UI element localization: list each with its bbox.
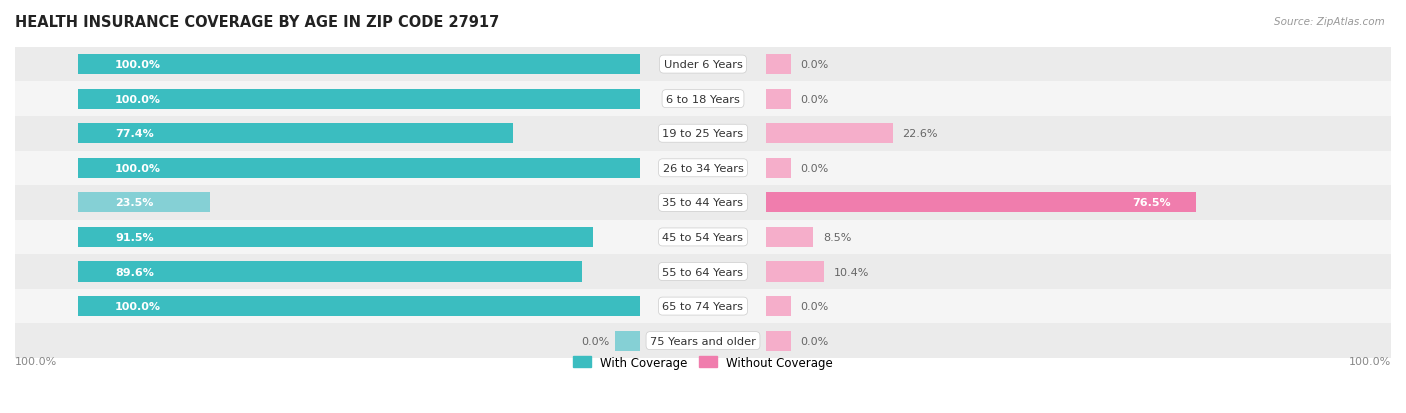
Text: Source: ZipAtlas.com: Source: ZipAtlas.com — [1274, 17, 1385, 26]
Bar — [15, 47, 1391, 82]
Text: 6 to 18 Years: 6 to 18 Years — [666, 95, 740, 104]
Bar — [15, 289, 1391, 323]
Text: 10.4%: 10.4% — [834, 267, 869, 277]
Bar — [15, 82, 1391, 116]
Bar — [77, 193, 209, 213]
Bar — [616, 331, 641, 351]
Text: Under 6 Years: Under 6 Years — [664, 60, 742, 70]
Text: 35 to 44 Years: 35 to 44 Years — [662, 198, 744, 208]
Bar — [77, 124, 513, 144]
Text: 100.0%: 100.0% — [115, 301, 162, 311]
Text: 8.5%: 8.5% — [823, 233, 851, 242]
Text: 77.4%: 77.4% — [115, 129, 153, 139]
Bar — [765, 193, 1197, 213]
Bar — [15, 323, 1391, 358]
Bar — [15, 116, 1391, 151]
Bar — [77, 55, 641, 75]
Legend: With Coverage, Without Coverage: With Coverage, Without Coverage — [568, 351, 838, 373]
Bar — [15, 220, 1391, 254]
Bar — [765, 262, 824, 282]
Bar — [765, 159, 790, 178]
Bar — [765, 297, 790, 316]
Text: 100.0%: 100.0% — [115, 60, 162, 70]
Bar — [765, 331, 790, 351]
Bar — [765, 124, 893, 144]
Text: 0.0%: 0.0% — [800, 95, 828, 104]
Text: 75 Years and older: 75 Years and older — [650, 336, 756, 346]
Text: 65 to 74 Years: 65 to 74 Years — [662, 301, 744, 311]
Text: 23.5%: 23.5% — [115, 198, 153, 208]
Text: 100.0%: 100.0% — [15, 356, 58, 366]
Text: 91.5%: 91.5% — [115, 233, 153, 242]
Text: 100.0%: 100.0% — [115, 95, 162, 104]
Text: 19 to 25 Years: 19 to 25 Years — [662, 129, 744, 139]
Text: 76.5%: 76.5% — [1132, 198, 1171, 208]
Bar — [765, 55, 790, 75]
Text: 0.0%: 0.0% — [800, 60, 828, 70]
Text: 0.0%: 0.0% — [581, 336, 609, 346]
Bar — [765, 228, 814, 247]
Text: HEALTH INSURANCE COVERAGE BY AGE IN ZIP CODE 27917: HEALTH INSURANCE COVERAGE BY AGE IN ZIP … — [15, 15, 499, 30]
Text: 89.6%: 89.6% — [115, 267, 153, 277]
Bar — [15, 254, 1391, 289]
Bar — [77, 228, 592, 247]
Text: 100.0%: 100.0% — [115, 164, 162, 173]
Bar — [77, 159, 641, 178]
Text: 22.6%: 22.6% — [903, 129, 938, 139]
Bar — [15, 151, 1391, 185]
Text: 100.0%: 100.0% — [1348, 356, 1391, 366]
Bar — [77, 90, 641, 109]
Bar — [765, 90, 790, 109]
Text: 55 to 64 Years: 55 to 64 Years — [662, 267, 744, 277]
Bar — [15, 185, 1391, 220]
Text: 45 to 54 Years: 45 to 54 Years — [662, 233, 744, 242]
Text: 0.0%: 0.0% — [800, 301, 828, 311]
Text: 26 to 34 Years: 26 to 34 Years — [662, 164, 744, 173]
Bar — [77, 297, 641, 316]
Bar — [77, 262, 582, 282]
Text: 0.0%: 0.0% — [800, 336, 828, 346]
Text: 0.0%: 0.0% — [800, 164, 828, 173]
